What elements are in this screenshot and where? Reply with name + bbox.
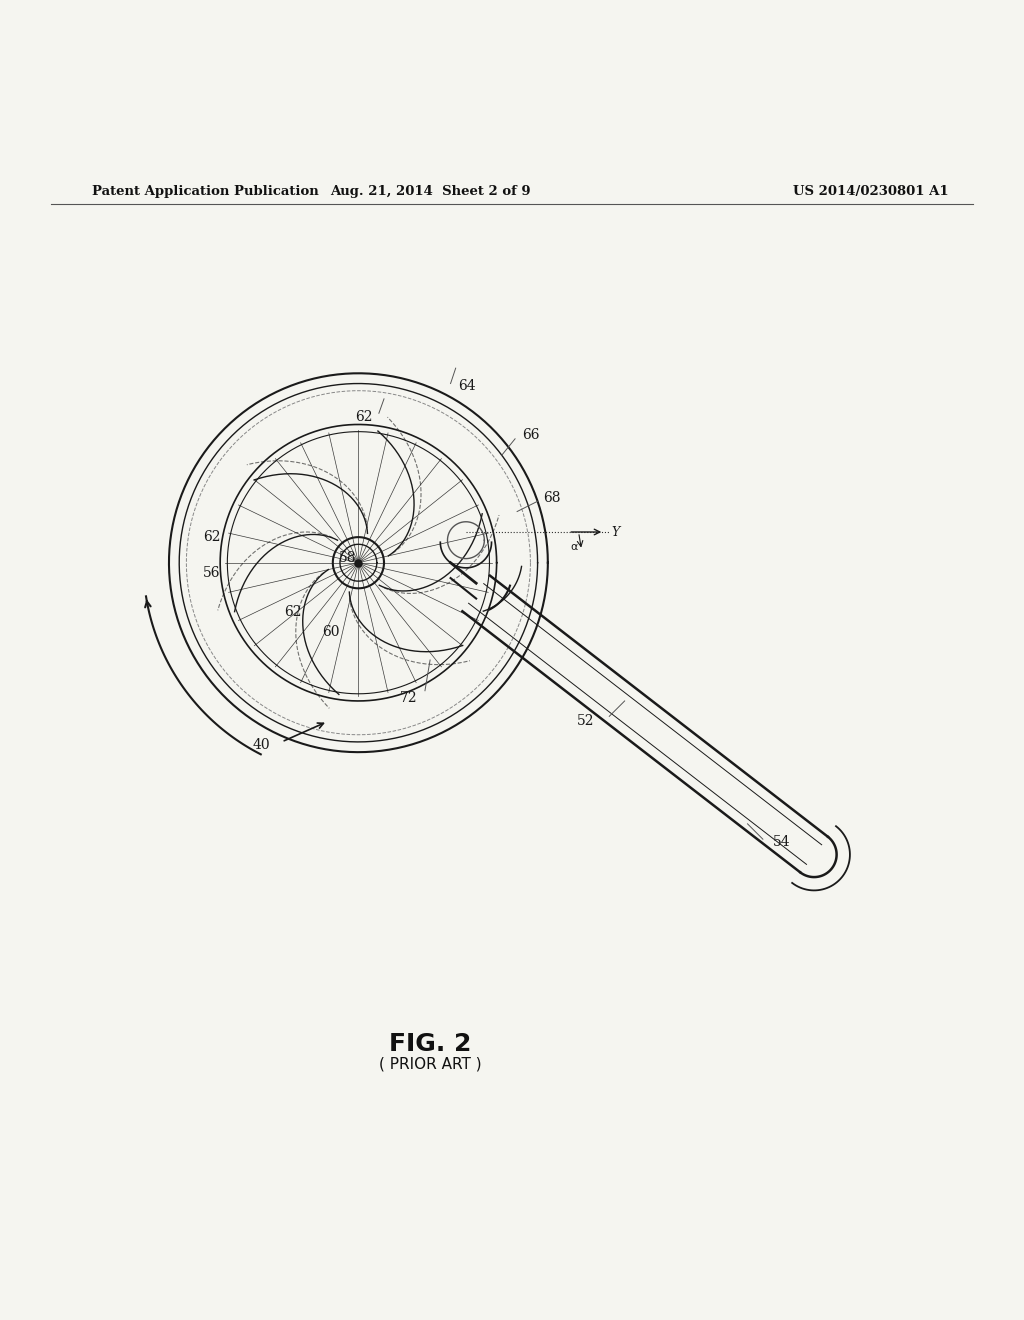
Text: 54: 54 bbox=[773, 836, 791, 849]
Text: 52: 52 bbox=[577, 714, 594, 729]
Text: 40: 40 bbox=[252, 738, 270, 752]
Text: 64: 64 bbox=[458, 379, 475, 392]
Text: Patent Application Publication: Patent Application Publication bbox=[92, 185, 318, 198]
Text: 72: 72 bbox=[400, 690, 418, 705]
Text: ( PRIOR ART ): ( PRIOR ART ) bbox=[379, 1057, 481, 1072]
Text: α: α bbox=[570, 543, 578, 552]
Text: Aug. 21, 2014  Sheet 2 of 9: Aug. 21, 2014 Sheet 2 of 9 bbox=[330, 185, 530, 198]
Text: 56: 56 bbox=[203, 566, 220, 579]
Text: 68: 68 bbox=[543, 491, 560, 506]
Text: 60: 60 bbox=[323, 626, 340, 639]
Text: 62: 62 bbox=[355, 411, 373, 424]
Text: Y: Y bbox=[611, 525, 620, 539]
Text: 62: 62 bbox=[285, 605, 302, 619]
Text: FIG. 2: FIG. 2 bbox=[389, 1032, 471, 1056]
Text: 62: 62 bbox=[203, 531, 220, 544]
Text: 66: 66 bbox=[522, 428, 540, 442]
Text: US 2014/0230801 A1: US 2014/0230801 A1 bbox=[793, 185, 948, 198]
Text: 58: 58 bbox=[339, 550, 356, 565]
